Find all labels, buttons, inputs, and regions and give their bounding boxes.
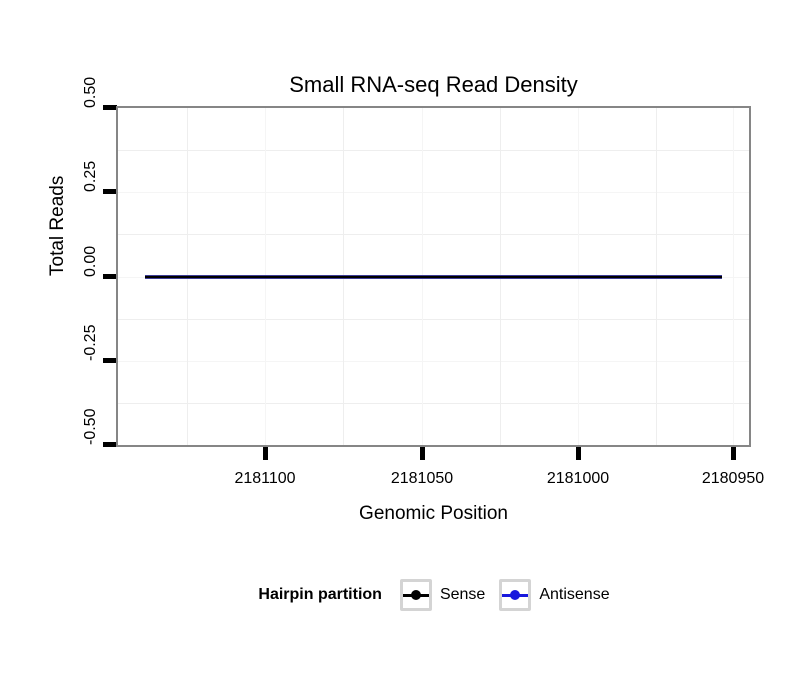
x-tick-label: 2180950 (701, 470, 765, 487)
x-tick-label: 2181050 (390, 470, 454, 487)
gridline (118, 403, 749, 404)
x-tick-label: 2181100 (234, 470, 296, 487)
y-tick (103, 442, 117, 447)
legend-title: Hairpin partition (258, 586, 382, 603)
x-tick (263, 447, 268, 460)
x-tick (731, 447, 736, 460)
gridline (118, 319, 749, 320)
x-axis-title: Genomic Position (359, 503, 508, 524)
gridline (118, 192, 749, 193)
legend: Hairpin partition Sense Antisense (58, 576, 810, 614)
gridline (118, 150, 749, 151)
sense-key-icon (399, 579, 432, 611)
y-tick (103, 105, 117, 110)
gridline (733, 108, 734, 445)
y-tick (103, 189, 117, 194)
chart-title: Small RNA-seq Read Density (289, 72, 578, 97)
antisense-key-icon (499, 579, 532, 611)
y-tick (103, 274, 117, 279)
read-density-line (145, 275, 722, 279)
x-tick-label: 2181000 (546, 470, 610, 487)
legend-label-antisense: Antisense (539, 586, 610, 603)
legend-label-sense: Sense (439, 586, 486, 603)
gridline (118, 234, 749, 235)
x-tick (420, 447, 425, 460)
gridline (118, 361, 749, 362)
plot-panel (116, 106, 751, 447)
y-tick (103, 358, 117, 363)
x-tick (576, 447, 581, 460)
